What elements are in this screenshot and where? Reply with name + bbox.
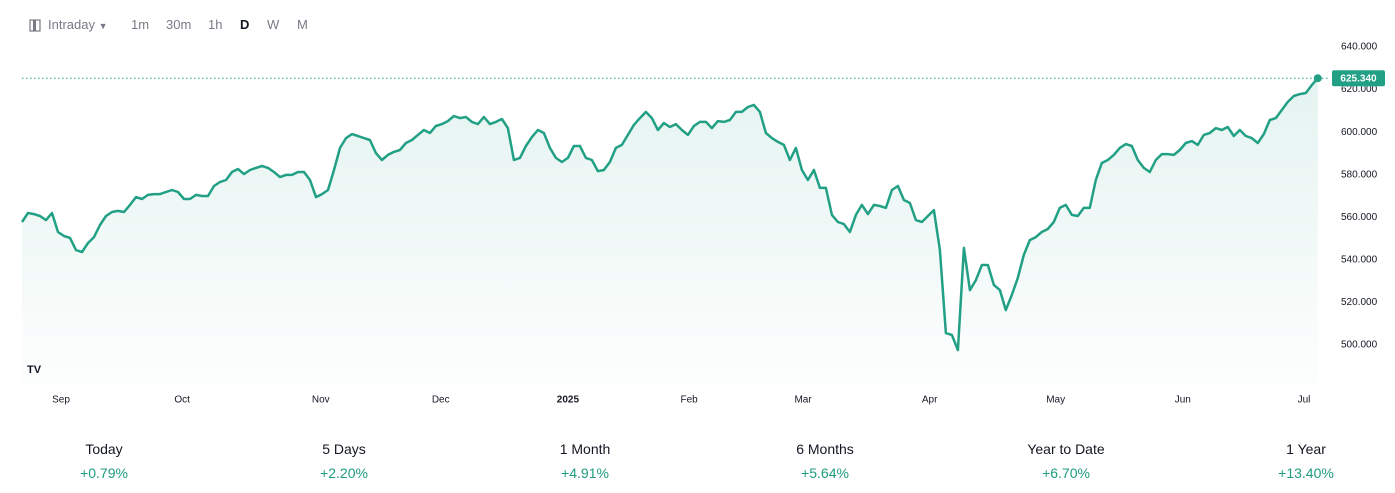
area-fill bbox=[22, 78, 1318, 385]
x-tick-label: Nov bbox=[312, 395, 330, 406]
x-tick-label: Sep bbox=[52, 395, 70, 406]
interval-button[interactable]: M bbox=[297, 17, 308, 32]
period-label[interactable]: Today bbox=[85, 441, 123, 457]
period-label[interactable]: 1 Month bbox=[559, 441, 611, 457]
y-tick-label: 560.000 bbox=[1341, 212, 1378, 223]
price-line bbox=[20, 77, 1319, 352]
last-point bbox=[1313, 74, 1322, 83]
y-tick-label: 640.000 bbox=[1341, 42, 1378, 53]
interval-button[interactable]: W bbox=[267, 17, 280, 32]
period-label[interactable]: 6 Months bbox=[796, 441, 854, 457]
period-change: +0.79% bbox=[80, 465, 128, 481]
period-change: +5.64% bbox=[801, 465, 849, 481]
x-tick-label: Mar bbox=[794, 395, 812, 406]
period-label[interactable]: Year to Date bbox=[1027, 441, 1105, 457]
interval-button[interactable]: 1h bbox=[208, 17, 223, 32]
interval-button[interactable]: 30m bbox=[166, 17, 192, 32]
y-tick-label: 520.000 bbox=[1341, 297, 1378, 308]
x-tick-label: Dec bbox=[432, 395, 450, 406]
chart-type-button[interactable]: Intraday ▼ bbox=[48, 17, 108, 32]
period-label[interactable]: 1 Year bbox=[1286, 441, 1326, 457]
y-tick-label: 600.000 bbox=[1341, 127, 1378, 138]
chart-type-icon bbox=[29, 19, 41, 32]
x-tick-label: 2025 bbox=[557, 395, 580, 406]
y-tick-label: 580.000 bbox=[1341, 169, 1378, 180]
x-tick-label: Jul bbox=[1298, 395, 1311, 406]
y-tick-label: 620.000 bbox=[1341, 84, 1378, 95]
period-change: +2.20% bbox=[320, 465, 368, 481]
interval-button[interactable]: 1m bbox=[131, 17, 150, 32]
period-change: +6.70% bbox=[1042, 465, 1090, 481]
x-tick-label: May bbox=[1046, 395, 1065, 406]
period-change: +4.91% bbox=[561, 465, 609, 481]
x-tick-label: Jun bbox=[1175, 395, 1191, 406]
x-tick-label: Apr bbox=[922, 395, 938, 406]
x-tick-label: Oct bbox=[174, 395, 190, 406]
period-change: +13.40% bbox=[1278, 465, 1334, 481]
x-tick-label: Feb bbox=[680, 395, 698, 406]
y-tick-label: 500.000 bbox=[1341, 340, 1378, 351]
period-label[interactable]: 5 Days bbox=[322, 441, 366, 457]
interval-button[interactable]: D bbox=[240, 17, 250, 32]
last-price-label: 625.340 bbox=[1340, 73, 1377, 84]
y-tick-label: 540.000 bbox=[1341, 254, 1378, 265]
last-price-badge bbox=[1332, 70, 1385, 87]
